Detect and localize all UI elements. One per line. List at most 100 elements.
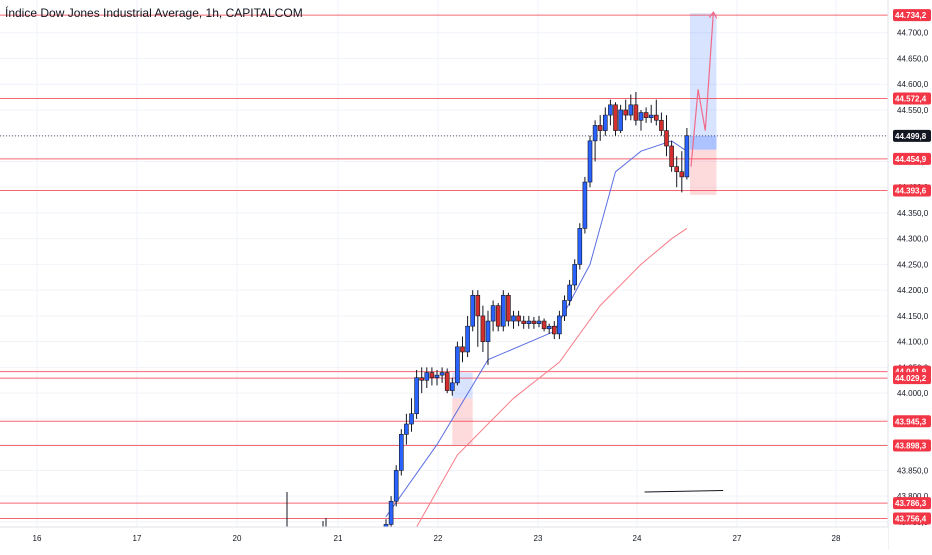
candle [577, 223, 583, 270]
price-label[interactable]: 43.756,4 [893, 512, 931, 525]
candle [475, 290, 481, 347]
candle-body [485, 320, 491, 342]
price-label-text: 44.393,6 [895, 186, 927, 195]
time-tick-label: 28 [832, 534, 841, 543]
candle [388, 496, 394, 530]
price-tick-label: 44.200,0 [897, 286, 929, 295]
candle [521, 315, 527, 329]
time-tick-label: 21 [334, 534, 343, 543]
price-tick-label: 44.600,0 [897, 80, 929, 89]
candle [393, 465, 399, 507]
candle-body [633, 104, 639, 121]
candle-body [546, 325, 552, 330]
candle [449, 377, 455, 396]
candle [465, 315, 470, 358]
price-axis[interactable]: 44.700,044.650,044.600,044.550,044.500,0… [887, 0, 932, 550]
candle-body [602, 114, 608, 131]
candle [659, 112, 664, 136]
price-label[interactable]: 44.029,2 [893, 372, 931, 385]
candle [439, 367, 445, 383]
candle-body [414, 377, 419, 415]
candle-body [567, 284, 572, 301]
candle-body [669, 145, 674, 167]
candle-body [424, 372, 430, 381]
price-label-text: 44.041,9 [895, 368, 927, 377]
position-tools[interactable] [452, 13, 717, 445]
candle [648, 104, 654, 123]
candle [669, 140, 674, 172]
price-label-background [893, 439, 931, 452]
candle-body [480, 315, 486, 342]
time-tick-label: 22 [434, 534, 443, 543]
candle [597, 115, 603, 141]
projection-path[interactable] [690, 12, 714, 167]
candle [592, 120, 598, 162]
price-label[interactable]: 44.393,6 [893, 184, 931, 197]
candle [562, 295, 567, 322]
price-label[interactable]: 44.454,9 [893, 152, 931, 165]
candle [587, 135, 593, 188]
price-label[interactable]: 44.499,8 [893, 129, 931, 142]
candle [557, 310, 562, 340]
candle-body [618, 109, 623, 131]
candle-body [531, 320, 537, 324]
candle [500, 290, 506, 332]
candle [613, 102, 618, 136]
candles [383, 91, 690, 546]
candle [531, 316, 537, 329]
position-stop-zone[interactable] [689, 149, 717, 195]
candle [460, 336, 465, 363]
price-tick-label: 44.250,0 [897, 260, 929, 269]
candle-body [613, 104, 618, 131]
candle-body [470, 295, 476, 327]
candle [551, 321, 557, 340]
candle [404, 413, 409, 445]
candle-body [648, 114, 654, 118]
candle [567, 279, 572, 306]
candle-body [419, 377, 425, 381]
candle-body [551, 325, 557, 335]
candle-body [684, 135, 690, 178]
trend-line[interactable] [644, 489, 724, 493]
candle [495, 303, 501, 332]
price-label[interactable]: 44.734,2 [893, 9, 931, 22]
chart-title: Índice Dow Jones Industrial Average, 1h,… [5, 6, 303, 20]
candle [419, 367, 425, 394]
candle [409, 398, 414, 432]
candle-body [587, 140, 593, 183]
price-label[interactable]: 44.572,4 [893, 92, 931, 105]
candle [470, 290, 476, 332]
price-label[interactable]: 43.898,3 [893, 439, 931, 452]
candle [429, 367, 435, 386]
price-axis-background [888, 0, 932, 550]
candle-body [475, 295, 481, 317]
candle [455, 341, 460, 386]
candle-body [388, 500, 394, 525]
price-tick-label: 44.000,0 [897, 389, 929, 398]
candle [572, 259, 578, 291]
price-label[interactable]: 43.945,3 [893, 415, 931, 428]
price-tick-label: 44.150,0 [897, 312, 929, 321]
candle-body [638, 112, 644, 121]
candle-body [409, 413, 414, 425]
candle-body [460, 346, 465, 353]
candle-body [572, 264, 578, 286]
moving-average-fast [385, 140, 688, 517]
candle [490, 300, 496, 332]
candle-body [511, 315, 516, 322]
candle [536, 315, 542, 328]
price-tick-label: 44.700,0 [897, 29, 929, 38]
time-axis[interactable]: 16 17 20 21 22 23 24 27 28 [0, 526, 888, 550]
candle-body [541, 320, 547, 330]
price-label-background [893, 152, 931, 165]
candle-body [516, 315, 521, 322]
candle-body [444, 372, 450, 391]
price-label-text: 44.454,9 [895, 155, 927, 164]
candle-body [557, 315, 562, 335]
candle-body [495, 305, 501, 327]
price-label-text: 44.734,2 [895, 11, 927, 20]
price-label[interactable]: 43.786,3 [893, 497, 931, 510]
candle [485, 310, 491, 365]
